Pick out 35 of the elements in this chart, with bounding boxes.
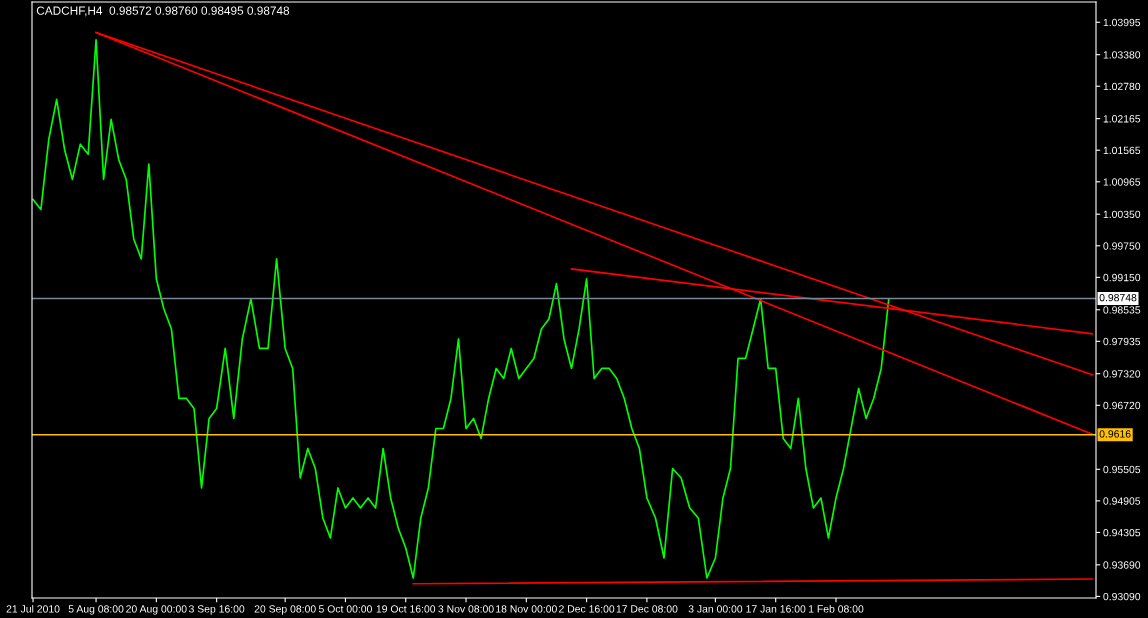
y-tick-label: 0.99150 (1103, 273, 1141, 282)
x-tick-label: 21 Jul 2010 (6, 604, 60, 613)
ref-line-label: 0.98748 (1099, 293, 1137, 302)
y-tick-label: 0.94305 (1103, 528, 1141, 537)
x-tick-label: 20 Aug 00:00 (126, 605, 187, 615)
x-tick-label: 18 Nov 00:00 (496, 605, 557, 613)
x-tick-label: 3 Nov 08:00 (438, 605, 494, 613)
x-tick-label: 17 Dec 08:00 (616, 605, 678, 613)
chart-title: CADCHF,H4 0.98572 0.98760 0.98495 0.98748 (36, 6, 290, 17)
x-tick-label: 2 Dec 16:00 (559, 605, 615, 613)
x-tick-label: 5 Oct 00:00 (318, 605, 372, 613)
x-tick-label: 3 Jan 00:00 (688, 605, 743, 613)
y-tick-label: 0.97320 (1103, 370, 1141, 378)
y-tick-label: 1.00350 (1103, 210, 1141, 219)
y-tick-label: 0.98535 (1103, 306, 1141, 314)
ref-line-label: 0.9616 (1099, 430, 1131, 438)
y-tick-label: 0.93690 (1103, 561, 1141, 569)
y-tick-label: 1.03995 (1103, 18, 1141, 27)
x-tick-label: 19 Oct 16:00 (376, 605, 436, 613)
y-tick-label: 1.03380 (1103, 51, 1141, 59)
y-tick-label: 0.95505 (1103, 465, 1141, 474)
y-tick-label: 0.93090 (1103, 592, 1141, 601)
x-tick-label: 20 Sep 08:00 (254, 605, 316, 615)
y-tick-label: 0.97935 (1103, 337, 1141, 346)
x-tick-label: 1 Feb 08:00 (808, 604, 864, 613)
y-tick-label: 0.99750 (1103, 242, 1141, 250)
x-tick-label: 17 Jan 16:00 (746, 605, 806, 613)
y-tick-label: 0.94905 (1103, 497, 1141, 505)
y-tick-label: 0.96720 (1103, 401, 1141, 410)
x-tick-label: 5 Aug 08:00 (68, 605, 124, 615)
y-tick-label: 1.02780 (1103, 82, 1141, 91)
y-tick-label: 1.02165 (1103, 115, 1141, 123)
y-tick-label: 1.00965 (1103, 178, 1141, 186)
x-tick-label: 3 Sep 16:00 (188, 605, 245, 615)
y-tick-label: 1.01565 (1103, 146, 1141, 155)
